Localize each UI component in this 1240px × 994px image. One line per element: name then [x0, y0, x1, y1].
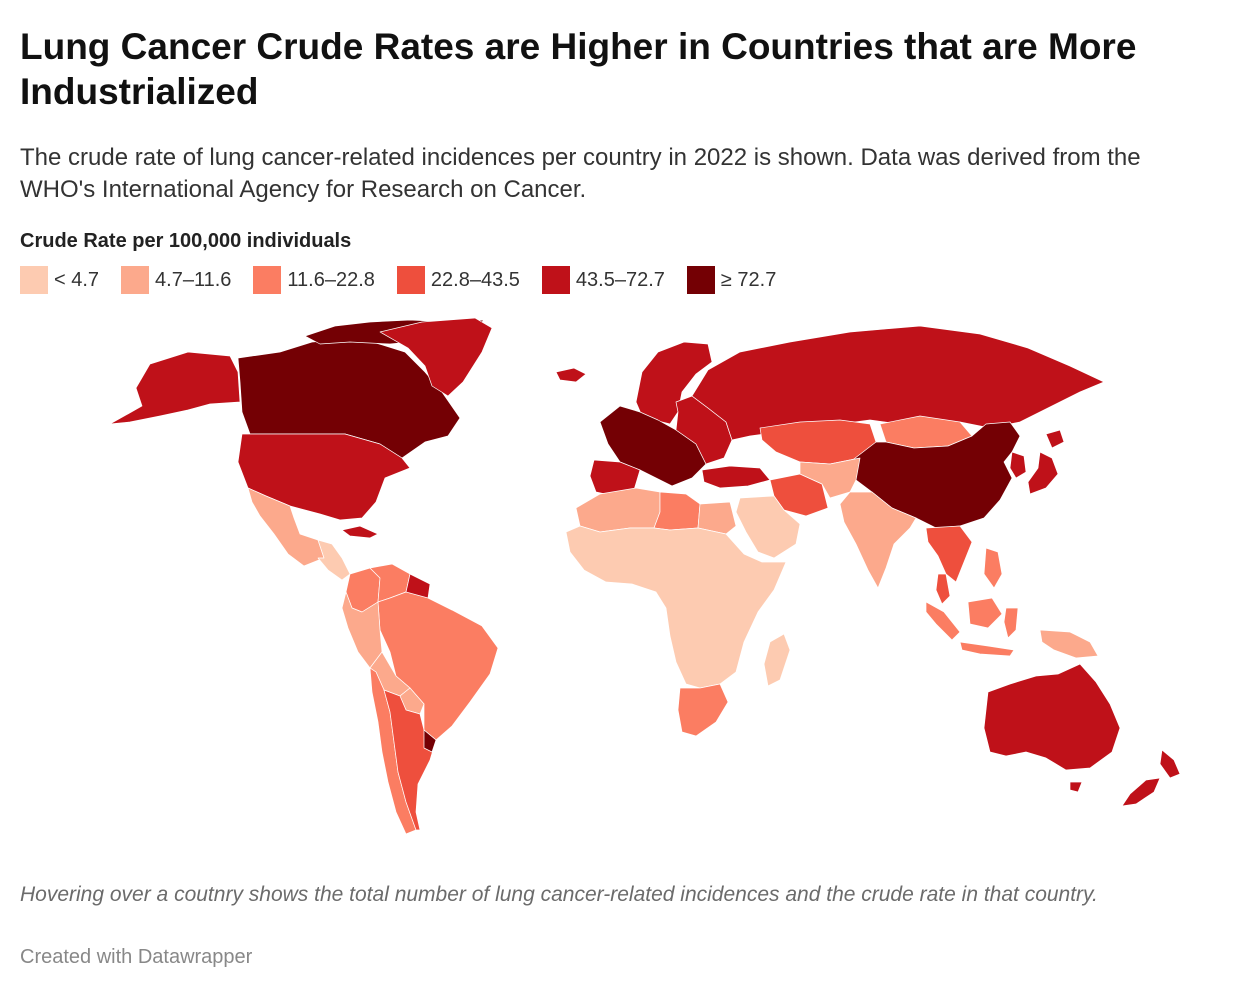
region-turkey[interactable] [701, 465, 771, 489]
legend-swatch [20, 266, 48, 294]
chart-subtitle: The crude rate of lung cancer-related in… [20, 144, 1141, 203]
region-south-africa[interactable] [677, 683, 729, 737]
region-egypt[interactable] [697, 501, 737, 535]
legend-label: ≥ 72.7 [720, 268, 777, 291]
legend-swatch [396, 266, 425, 294]
chart-title: Lung Cancer Crude Rates are Higher in Co… [20, 26, 1137, 112]
legend-label: 11.6–22.8 [287, 268, 375, 291]
region-cuba[interactable] [341, 525, 379, 539]
region-malay-peninsula[interactable] [935, 573, 951, 605]
region-greenland[interactable] [379, 317, 493, 397]
legend-swatch [121, 266, 150, 294]
region-arabian-peninsula[interactable] [735, 495, 801, 559]
legend-swatch [541, 266, 570, 294]
region-libya[interactable] [653, 491, 701, 531]
legend-item-bin-2: 11.6–22.8 [253, 266, 375, 294]
region-japan-hokkaido[interactable] [1045, 429, 1065, 449]
region-philippines[interactable] [983, 547, 1003, 589]
legend-swatch [686, 266, 715, 294]
region-sub-saharan-africa[interactable] [565, 525, 787, 689]
legend-label: < 4.7 [54, 268, 100, 291]
chart-credit: Created with Datawrapper [20, 946, 253, 968]
legend-item-bin-1: 4.7–11.6 [121, 266, 231, 294]
region-papua-new-guinea[interactable] [1039, 629, 1099, 659]
region-japan[interactable] [1027, 451, 1059, 495]
region-australia[interactable] [983, 663, 1121, 771]
legend: < 4.7 4.7–11.6 11.6–22.8 22.8–43.5 43.5–… [20, 266, 798, 294]
world-map [109, 317, 1181, 835]
legend-label: 4.7–11.6 [155, 268, 232, 291]
legend-swatch [253, 266, 282, 294]
region-korea[interactable] [1009, 451, 1027, 479]
chart-note: Hovering over a coutnry shows the total … [20, 883, 1098, 906]
legend-item-bin-3: 22.8–43.5 [396, 266, 520, 294]
region-uruguay[interactable] [423, 729, 437, 753]
region-argentina[interactable] [383, 689, 437, 831]
legend-title: Crude Rate per 100,000 individuals [20, 230, 352, 252]
legend-label: 22.8–43.5 [430, 268, 520, 291]
region-brazil[interactable] [377, 591, 499, 741]
region-madagascar[interactable] [763, 633, 791, 687]
legend-label: 43.5–72.7 [575, 268, 665, 291]
region-southeast-asia[interactable] [925, 525, 973, 583]
legend-item-bin-5: ≥ 72.7 [686, 266, 777, 294]
region-alaska[interactable] [109, 351, 241, 425]
region-iceland[interactable] [555, 367, 587, 383]
region-indonesia-sulawesi[interactable] [1003, 607, 1019, 639]
region-central-america[interactable] [317, 539, 351, 581]
region-indonesia-java[interactable] [959, 641, 1015, 657]
region-india[interactable] [839, 491, 917, 589]
legend-item-bin-0: < 4.7 [20, 266, 99, 294]
legend-item-bin-4: 43.5–72.7 [541, 266, 665, 294]
region-new-zealand-south[interactable] [1121, 777, 1161, 807]
region-new-zealand-north[interactable] [1159, 749, 1181, 779]
region-indonesia-sumatra[interactable] [925, 601, 961, 641]
region-north-africa-west[interactable] [575, 487, 661, 533]
region-tasmania[interactable] [1069, 781, 1083, 793]
region-indonesia-borneo[interactable] [967, 597, 1003, 629]
